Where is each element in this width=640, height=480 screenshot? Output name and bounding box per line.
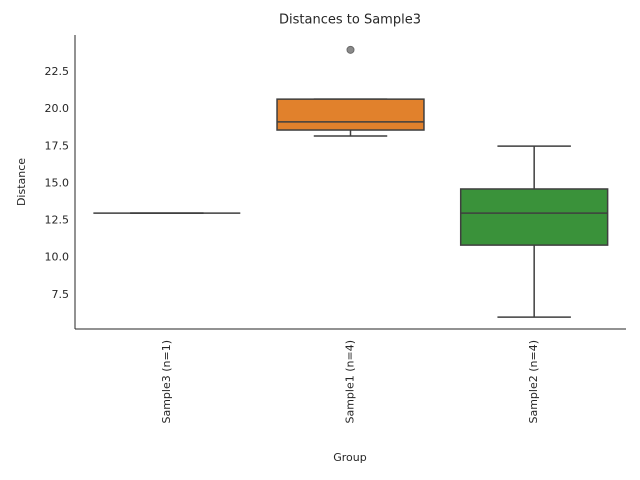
box — [459, 188, 609, 246]
y-tick-label: 22.5 — [45, 65, 70, 78]
y-tick-label: 7.5 — [52, 288, 70, 301]
y-tick-label: 12.5 — [45, 214, 70, 227]
y-tick-label: 20.0 — [45, 102, 70, 115]
x-tick-label: Sample3 (n=1) — [160, 340, 173, 424]
outlier — [346, 45, 355, 54]
box — [276, 98, 425, 131]
y-tick-label: 17.5 — [45, 139, 70, 152]
y-tick-label: 15.0 — [45, 176, 70, 189]
chart-title: Distances to Sample3 — [279, 13, 421, 28]
x-axis-label: Group — [333, 451, 367, 464]
y-tick-label: 10.0 — [45, 251, 70, 264]
y-axis-label: Distance — [15, 158, 28, 206]
x-tick-label: Sample2 (n=4) — [527, 340, 540, 424]
x-tick-label: Sample1 (n=4) — [344, 340, 357, 424]
